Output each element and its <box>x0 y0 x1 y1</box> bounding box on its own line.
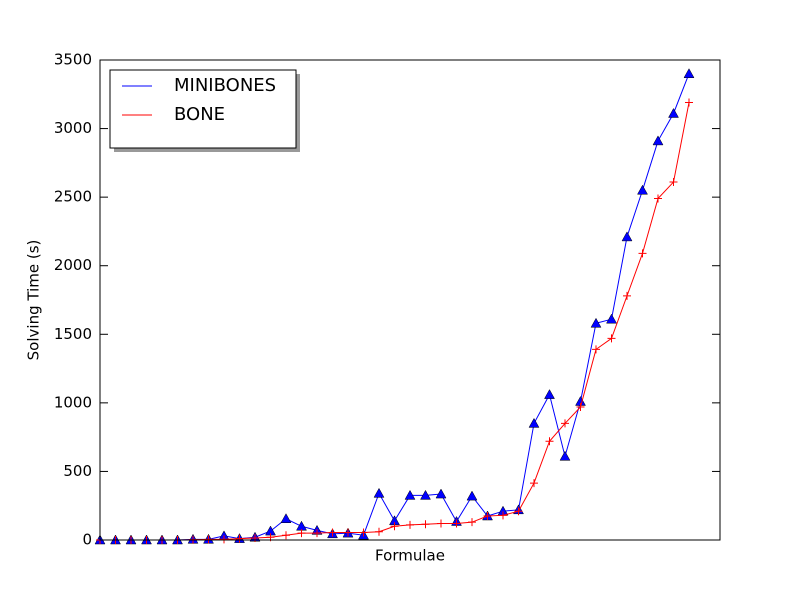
marker <box>406 520 414 529</box>
marker <box>561 419 569 428</box>
marker <box>685 98 693 107</box>
legend-label: BONE <box>174 104 225 125</box>
legend <box>109 69 297 149</box>
plot-frame <box>99 59 721 541</box>
y-tick-label: 0 <box>82 531 92 549</box>
marker <box>251 533 259 542</box>
y-tick-label: 3500 <box>54 51 92 69</box>
marker <box>435 488 447 499</box>
marker <box>530 479 538 488</box>
y-tick-label: 2500 <box>54 188 92 206</box>
marker <box>437 519 445 528</box>
marker <box>220 535 228 544</box>
marker <box>421 520 430 529</box>
x-axis-label: Formulae <box>375 547 445 565</box>
marker <box>420 489 431 500</box>
y-tick-label: 500 <box>63 462 92 480</box>
marker <box>652 135 664 146</box>
marker <box>590 317 602 328</box>
marker <box>592 345 600 354</box>
marker <box>359 528 368 537</box>
marker <box>545 437 554 446</box>
y-tick-label: 1000 <box>54 393 92 411</box>
marker <box>344 528 352 537</box>
y-tick-label: 2000 <box>54 256 92 274</box>
marker <box>683 68 695 78</box>
marker <box>559 450 571 461</box>
marker <box>607 334 616 343</box>
marker <box>373 487 385 498</box>
marker <box>528 417 540 428</box>
marker <box>654 194 662 203</box>
marker <box>669 178 678 187</box>
marker <box>297 529 306 538</box>
marker <box>280 513 292 523</box>
y-axis-label: Solving Time (s) <box>25 240 43 361</box>
marker <box>637 184 648 195</box>
marker <box>452 519 461 528</box>
marker <box>235 534 244 543</box>
marker <box>466 490 478 501</box>
marker <box>621 231 633 242</box>
marker <box>404 489 416 500</box>
y-tick-label: 3000 <box>54 119 92 137</box>
marker <box>638 249 647 258</box>
y-tick-label: 1500 <box>54 325 92 343</box>
marker <box>313 529 321 538</box>
marker <box>483 512 492 520</box>
marker <box>576 402 585 411</box>
marker <box>606 313 617 324</box>
marker <box>623 291 631 300</box>
marker <box>499 511 507 520</box>
marker <box>668 107 679 118</box>
marker <box>328 528 337 537</box>
marker <box>390 522 399 531</box>
marker <box>204 535 213 544</box>
legend-label: MINIBONES <box>174 75 276 96</box>
marker <box>514 507 523 516</box>
marker <box>282 531 290 540</box>
marker <box>544 389 555 399</box>
marker <box>468 518 476 527</box>
marker <box>375 527 383 536</box>
